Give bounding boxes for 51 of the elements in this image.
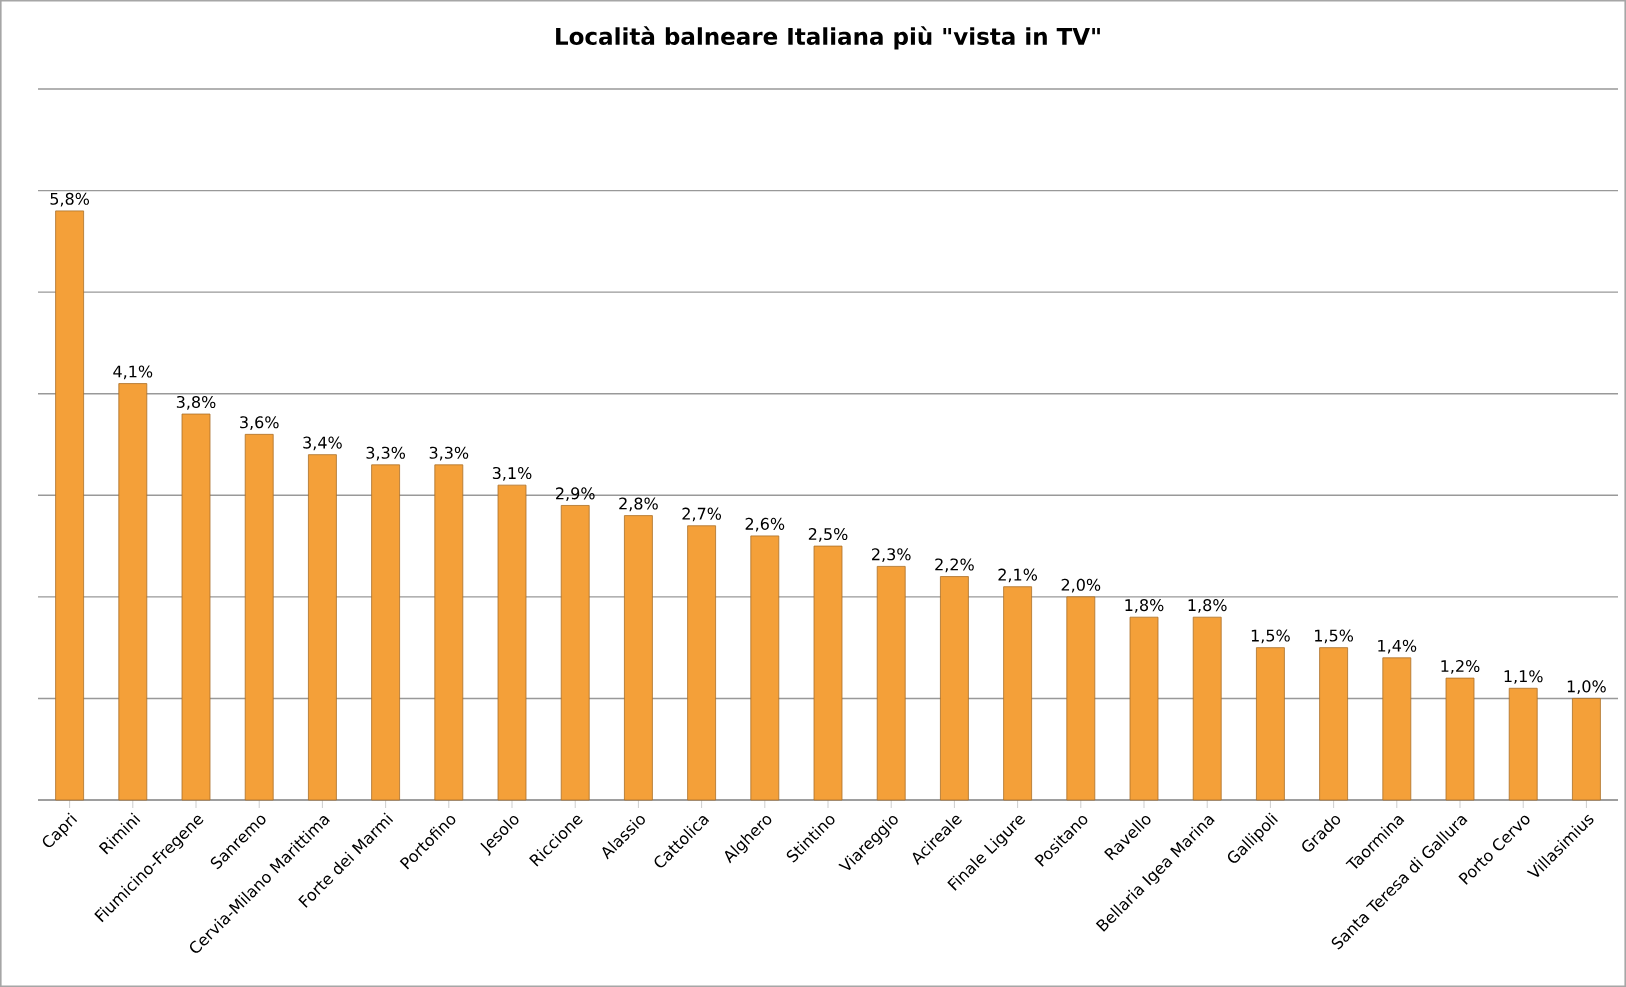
bar bbox=[876, 565, 906, 801]
bar bbox=[497, 484, 527, 801]
bar bbox=[434, 464, 464, 801]
data-label: 3,1% bbox=[492, 466, 532, 481]
data-label: 2,0% bbox=[1061, 578, 1101, 593]
bar bbox=[371, 464, 401, 801]
data-label: 1,5% bbox=[1315, 629, 1354, 644]
data-label: 2,9% bbox=[556, 487, 595, 502]
bar bbox=[687, 525, 717, 801]
data-label: 1,1% bbox=[1504, 670, 1543, 684]
bar bbox=[1256, 647, 1285, 801]
chart-title: Località balneare Italiana più "vista in TV" bbox=[556, 26, 1100, 50]
data-label: 1,8% bbox=[1188, 599, 1227, 613]
data-label: 3,8% bbox=[176, 395, 216, 410]
bar bbox=[1003, 586, 1033, 801]
bar bbox=[118, 383, 148, 801]
data-label: 2,7% bbox=[682, 507, 722, 522]
bar bbox=[624, 515, 653, 801]
data-label: 2,3% bbox=[872, 548, 911, 562]
bar bbox=[1066, 596, 1096, 801]
data-label: 3,3% bbox=[429, 446, 469, 461]
data-label: 1,5% bbox=[1251, 629, 1290, 644]
data-label: 3,4% bbox=[303, 436, 342, 451]
data-label: 2,6% bbox=[745, 517, 785, 532]
bar bbox=[1382, 657, 1412, 801]
bar bbox=[244, 433, 274, 801]
data-label: 3,6% bbox=[240, 416, 279, 430]
data-label: 1,4% bbox=[1378, 639, 1417, 654]
data-label: 1,8% bbox=[1125, 599, 1164, 613]
data-label: 4,1% bbox=[113, 365, 153, 380]
bar bbox=[1319, 647, 1349, 801]
bar bbox=[560, 505, 590, 801]
data-label: 5,8% bbox=[50, 192, 90, 207]
data-label: 2,8% bbox=[619, 497, 658, 512]
data-label: 3,3% bbox=[366, 446, 406, 461]
bar bbox=[1129, 616, 1159, 801]
data-label: 1,0% bbox=[1567, 680, 1606, 695]
bar bbox=[1508, 687, 1538, 801]
bar bbox=[181, 413, 211, 801]
bar bbox=[1445, 677, 1475, 801]
bar bbox=[813, 545, 843, 801]
bar bbox=[55, 210, 85, 801]
data-label: 2,5% bbox=[808, 527, 848, 542]
data-label: 1,2% bbox=[1441, 659, 1480, 674]
bar bbox=[308, 454, 337, 801]
data-label: 2,2% bbox=[935, 558, 974, 573]
bar bbox=[940, 576, 969, 801]
bar bbox=[1572, 698, 1601, 801]
bar bbox=[750, 535, 780, 801]
data-label: 2,1% bbox=[998, 568, 1038, 583]
bar bbox=[1192, 616, 1222, 801]
